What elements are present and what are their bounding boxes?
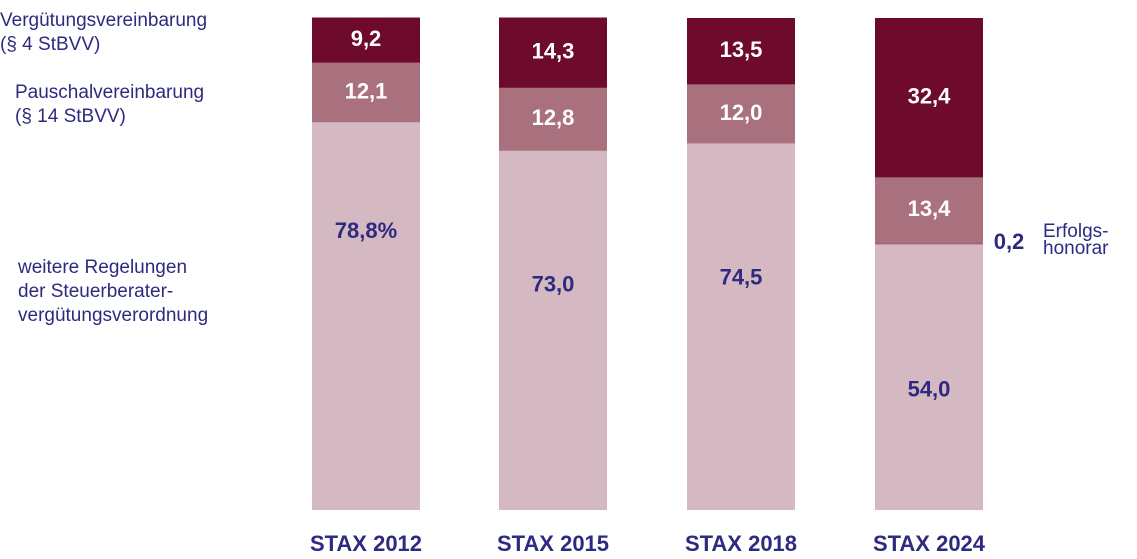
bar-segment bbox=[687, 143, 795, 510]
legend-entry: Pauschalvereinbarung (§ 14 StBVV) bbox=[15, 82, 204, 127]
value-label: 73,0 bbox=[532, 272, 575, 297]
value-label: 14,3 bbox=[532, 38, 575, 63]
legend-entry: Erfolgs-honorar bbox=[1043, 221, 1109, 259]
bar-segment bbox=[875, 177, 983, 244]
bar-segment bbox=[687, 84, 795, 144]
value-label: 78,8% bbox=[335, 218, 397, 243]
x-tick-label: STAX 2012 bbox=[310, 531, 422, 556]
legend-entry: weitere Regelungen der Steuerberater-verg… bbox=[17, 257, 208, 326]
bar-segment bbox=[312, 122, 420, 510]
value-label: 12,0 bbox=[720, 100, 763, 125]
bar-segment bbox=[499, 17, 607, 88]
value-label: 13,5 bbox=[720, 37, 763, 62]
value-label: 12,8 bbox=[532, 105, 575, 130]
value-label: 9,2 bbox=[351, 26, 382, 51]
value-label: 12,1 bbox=[345, 78, 388, 103]
bar-segment bbox=[312, 62, 420, 123]
x-tick-label: STAX 2015 bbox=[497, 531, 609, 556]
value-label: 54,0 bbox=[908, 376, 951, 401]
value-label: 74,5 bbox=[720, 264, 763, 289]
legend-entry: Vergütungsvereinbarung (§ 4 StBVV) bbox=[0, 10, 207, 55]
bar-segment bbox=[875, 18, 983, 178]
value-label: 13,4 bbox=[908, 196, 952, 221]
bar-segment bbox=[312, 17, 420, 63]
bar-segment bbox=[499, 87, 607, 151]
bar-segment bbox=[687, 18, 795, 85]
bar-segment bbox=[875, 243, 983, 245]
bar-segment bbox=[499, 150, 607, 510]
value-label: 32,4 bbox=[908, 84, 952, 109]
x-tick-label: STAX 2018 bbox=[685, 531, 797, 556]
x-tick-label: STAX 2024 bbox=[873, 531, 986, 556]
bar-segment bbox=[875, 244, 983, 510]
value-label: 0,2 bbox=[994, 229, 1025, 254]
